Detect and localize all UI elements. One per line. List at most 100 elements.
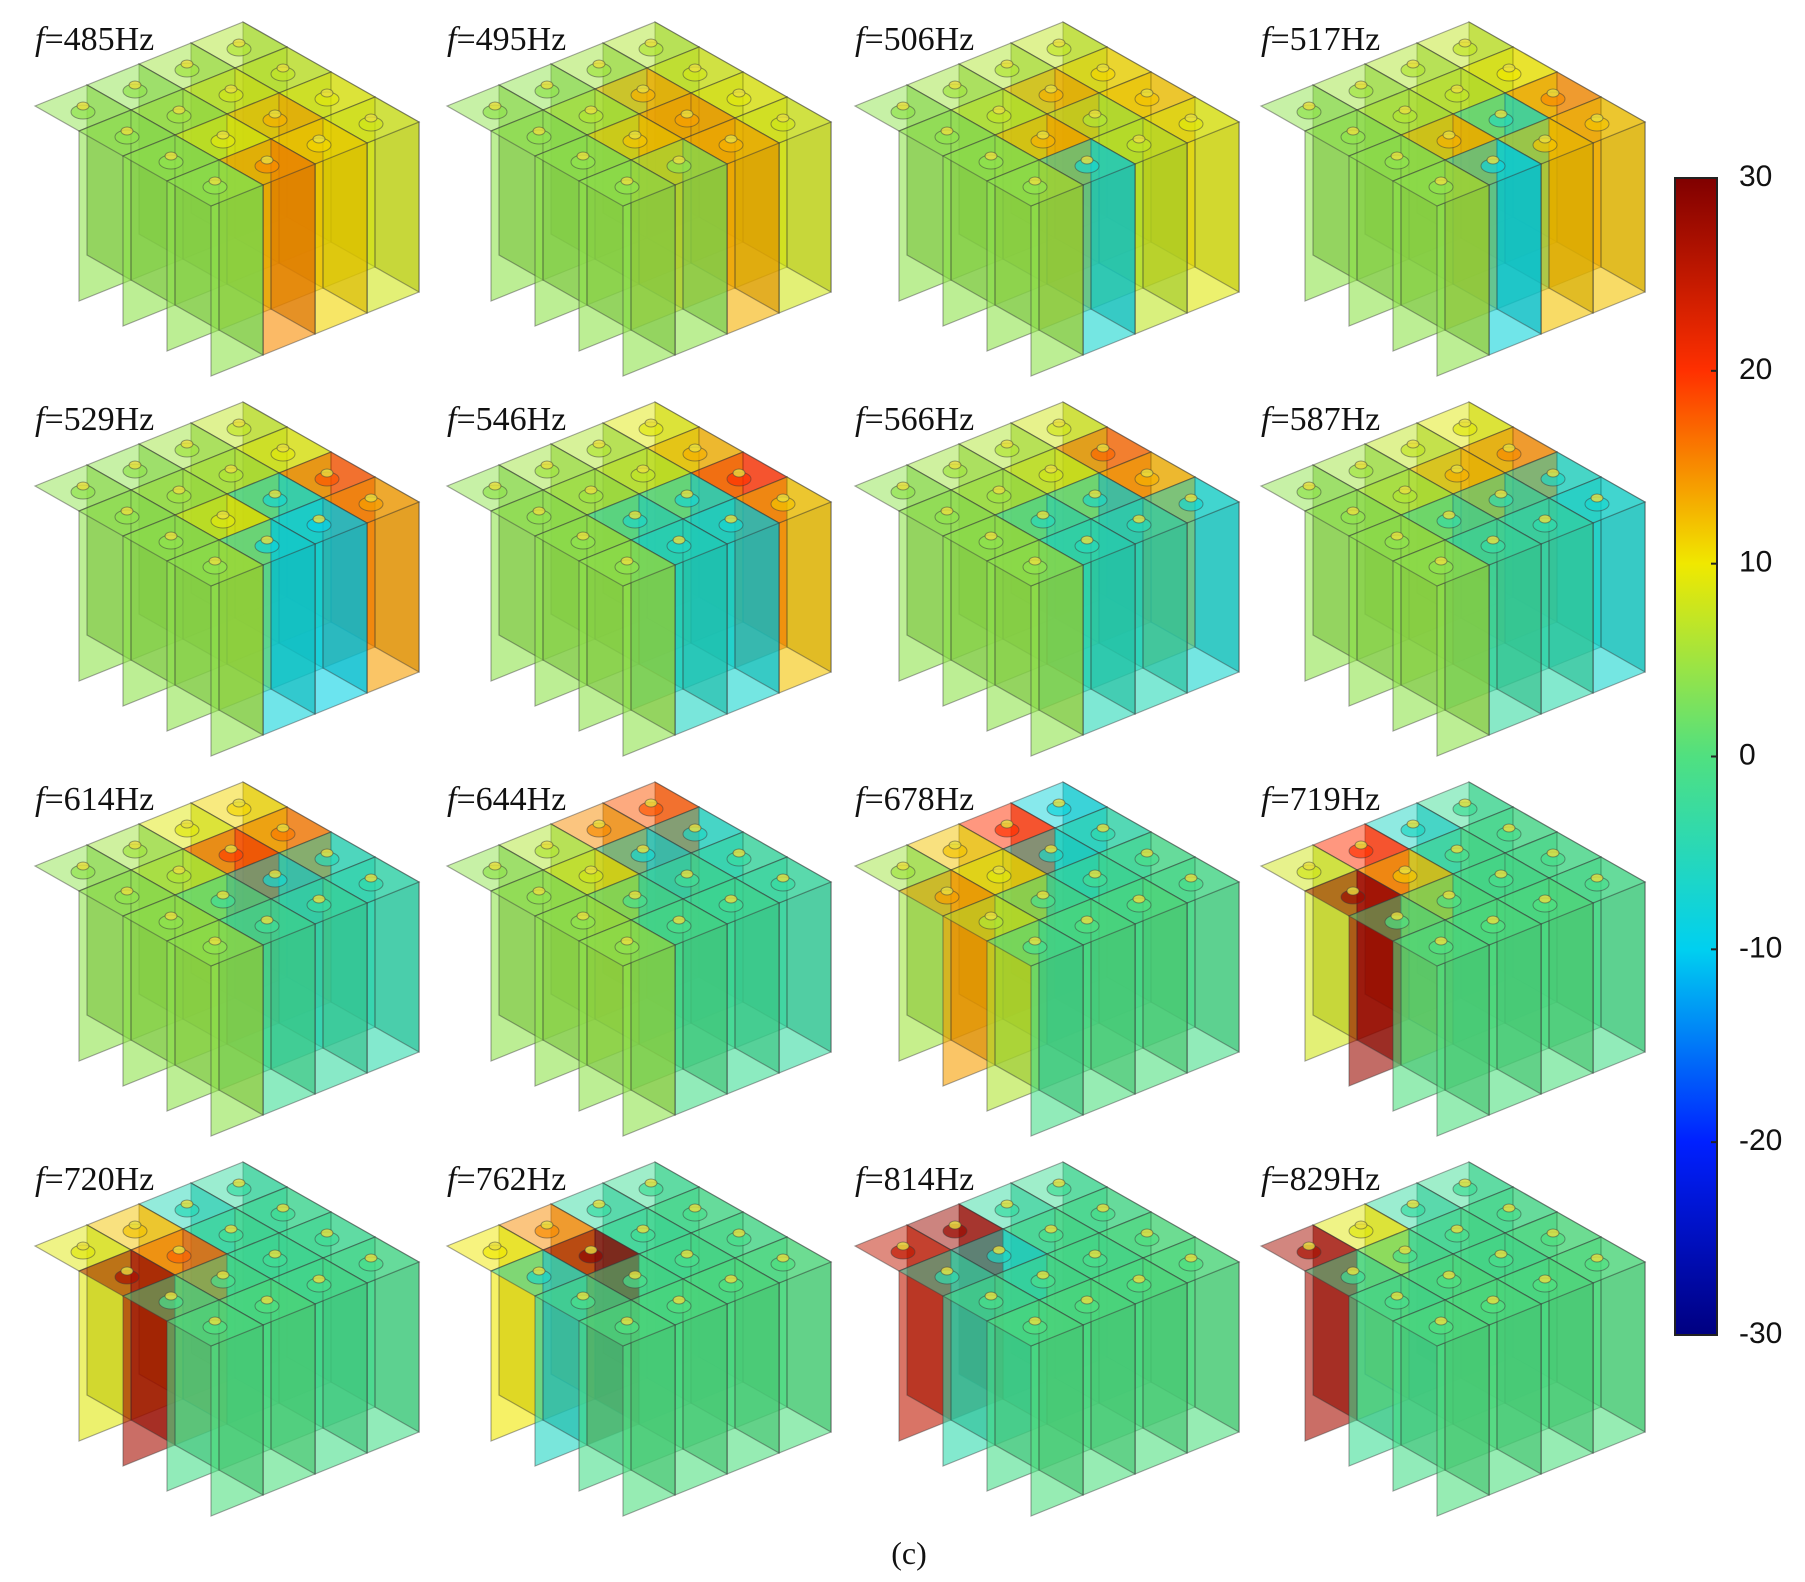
panel: f=720Hz — [33, 1160, 421, 1517]
column-knob-top — [268, 489, 282, 499]
column-knob-top — [592, 439, 606, 449]
column-side-shade — [1195, 1237, 1239, 1432]
column-knob-top — [488, 861, 502, 871]
panel: f=546Hz — [445, 400, 833, 757]
colorbar-tick-label: 30 — [1739, 160, 1772, 193]
column-knob-top — [1000, 819, 1014, 829]
column-knob-top — [584, 1245, 598, 1255]
column-knob-top — [1486, 155, 1500, 165]
column-knob-top — [1354, 460, 1368, 470]
column-knob-top — [312, 514, 326, 524]
column-knob-top — [644, 1178, 658, 1188]
column-knob-top — [724, 134, 738, 144]
panel: f=566Hz — [853, 400, 1241, 757]
panel-frequency: =495Hz — [456, 21, 566, 58]
column-knob-top — [896, 1241, 910, 1251]
panel-label: f=529Hz — [35, 401, 154, 438]
column-knob-top — [992, 105, 1006, 115]
column-side-shade — [631, 1300, 675, 1495]
column-knob-top — [128, 840, 142, 850]
column-knob-top — [1028, 556, 1042, 566]
column-knob-top — [320, 848, 334, 858]
column — [1547, 475, 1647, 694]
panel-label: f=587Hz — [1261, 401, 1380, 438]
column — [1391, 918, 1491, 1137]
column-side — [218, 918, 264, 1117]
column-knob-top — [164, 1291, 178, 1301]
column-knob-top — [1044, 84, 1058, 94]
column — [577, 538, 677, 757]
column-knob-top — [1406, 439, 1420, 449]
column-knob-top — [276, 823, 290, 833]
column-knob-top — [1044, 1224, 1058, 1234]
column-knob-top — [1088, 1249, 1102, 1259]
column-knob-top — [208, 556, 222, 566]
column-knob-top — [1184, 493, 1198, 503]
column-side — [786, 855, 832, 1054]
column-side-shade — [1143, 878, 1187, 1073]
column-knob-top — [532, 126, 546, 136]
column-side-shade — [219, 1300, 263, 1495]
column-knob-top — [992, 865, 1006, 875]
column-knob-top — [592, 59, 606, 69]
column-side-shade — [683, 139, 727, 334]
column-knob-top — [948, 460, 962, 470]
column-knob-top — [128, 460, 142, 470]
column-side-shade — [1601, 477, 1645, 672]
column-side-shade — [1039, 160, 1083, 355]
column-side — [218, 538, 264, 737]
column-side-shade — [375, 477, 419, 672]
column-knob-top — [688, 1203, 702, 1213]
panel-frequency: =546Hz — [456, 401, 566, 438]
column-knob-top — [1096, 1203, 1110, 1213]
panel-label: f=678Hz — [855, 781, 974, 818]
column — [321, 475, 421, 694]
column-knob-top — [1590, 113, 1604, 123]
column-knob-top — [1546, 848, 1560, 858]
column-knob-top — [724, 514, 738, 524]
column-side-shade — [1497, 1279, 1541, 1474]
column-side-shade — [787, 857, 831, 1052]
column-knob-top — [688, 63, 702, 73]
column-knob-top — [232, 798, 246, 808]
column — [1141, 475, 1241, 694]
panel-frequency: =587Hz — [1270, 401, 1380, 438]
column-knob-top — [1538, 514, 1552, 524]
panel: f=495Hz — [445, 20, 833, 377]
column-knob-top — [1398, 105, 1412, 115]
column-side — [630, 538, 676, 737]
column — [1391, 1298, 1491, 1517]
panel-frequency: =566Hz — [864, 401, 974, 438]
column-knob-top — [776, 873, 790, 883]
column — [985, 158, 1085, 377]
panel-label: f=644Hz — [447, 781, 566, 818]
column-knob-top — [540, 840, 554, 850]
column-knob-top — [120, 126, 134, 136]
column — [985, 918, 1085, 1137]
column — [217, 897, 317, 1116]
column — [1089, 496, 1189, 715]
column-knob-top — [680, 109, 694, 119]
column-knob-top — [120, 886, 134, 896]
column-knob-top — [1486, 1295, 1500, 1305]
column-knob-top — [1132, 894, 1146, 904]
column — [1495, 1256, 1595, 1475]
column — [1347, 513, 1447, 732]
column-knob-top — [364, 493, 378, 503]
column-knob-top — [1450, 1224, 1464, 1234]
column — [165, 918, 265, 1137]
panel-frequency: =644Hz — [456, 781, 566, 818]
column-knob-top — [1398, 1245, 1412, 1255]
column-knob-top — [1346, 886, 1360, 896]
column-knob-top — [1140, 848, 1154, 858]
column-knob-top — [732, 848, 746, 858]
column-knob-top — [1140, 468, 1154, 478]
column-knob-top — [76, 481, 90, 491]
column-side-shade — [1601, 97, 1645, 292]
column-knob-top — [776, 113, 790, 123]
panel-frequency: =762Hz — [456, 1161, 566, 1198]
column-knob-top — [1458, 798, 1472, 808]
column-side-shade — [375, 1237, 419, 1432]
colorbar-tick-label: -20 — [1739, 1124, 1782, 1157]
column-knob-top — [1590, 873, 1604, 883]
